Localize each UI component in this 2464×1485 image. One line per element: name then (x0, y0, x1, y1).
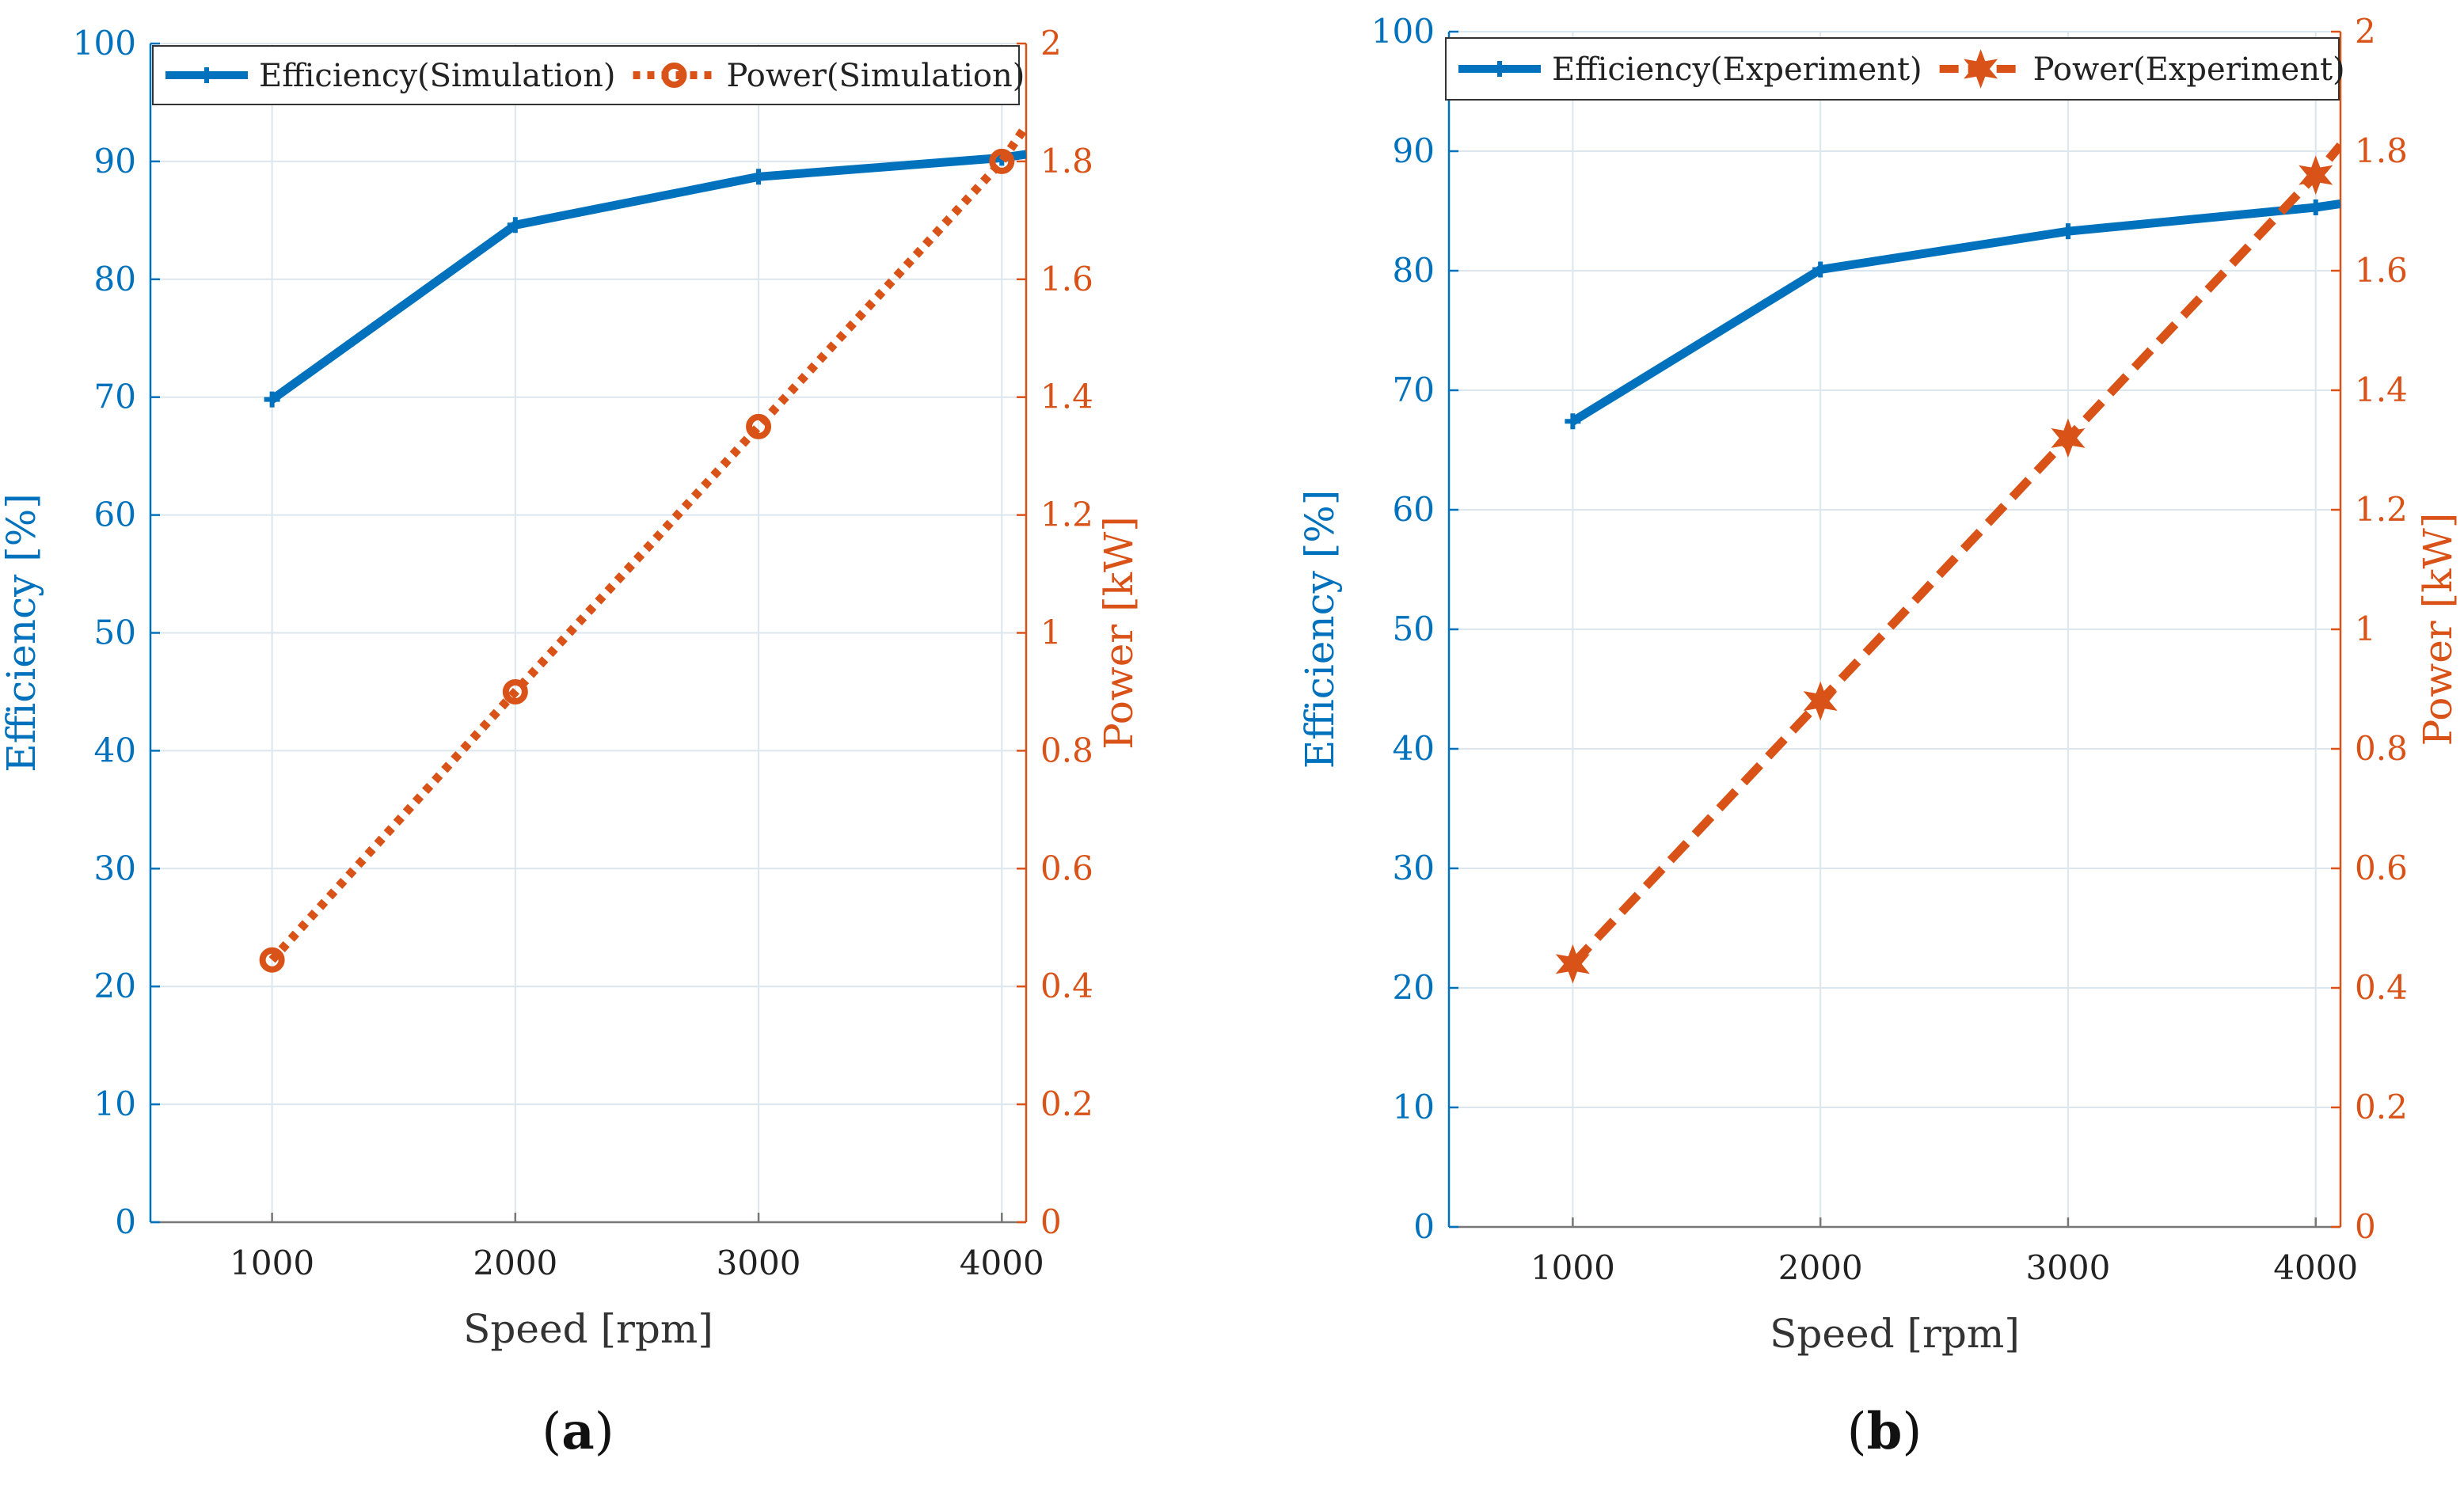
y-tick-label-right: 0.6 (1040, 849, 1093, 887)
y-tick-label-left: 20 (94, 967, 136, 1005)
data-point-power (2051, 418, 2086, 458)
panel-label: (a) (542, 1402, 614, 1461)
legend: Efficiency(Experiment) Power(Experiment) (1445, 37, 2345, 101)
y-axis-label-left: Efficiency [%] (0, 493, 44, 772)
data-point-efficiency (2059, 223, 2076, 240)
y-axis-label-right: Power [kW] (2415, 513, 2461, 746)
y-tick-label-left: 40 (94, 731, 136, 769)
chart-panel-a: 010203040506070809010000.20.40.60.811.21… (0, 24, 1142, 1461)
y-tick-label-right: 1.6 (2355, 251, 2408, 290)
legend-marker-power (661, 63, 687, 88)
legend-marker-efficiency (1492, 61, 1508, 77)
y-tick-label-left: 50 (94, 613, 136, 652)
y-tick-label-right: 1.2 (2355, 490, 2408, 529)
y-tick-label-right: 1.4 (1040, 378, 1093, 416)
x-tick-label: 4000 (960, 1244, 1044, 1282)
y-tick-label-left: 0 (1413, 1207, 1435, 1246)
x-tick-label: 1000 (1530, 1248, 1615, 1287)
y-tick-label-right: 1.4 (2355, 370, 2408, 409)
y-tick-label-right: 1.6 (1040, 260, 1093, 298)
y-tick-label-right: 0.6 (2355, 849, 2408, 887)
data-point-efficiency (751, 169, 767, 185)
y-tick-label-right: 1.8 (1040, 142, 1093, 180)
y-tick-label-left: 40 (1393, 729, 1435, 768)
y-tick-label-right: 1 (1040, 613, 1062, 652)
data-point-efficiency (264, 391, 280, 408)
y-tick-label-left: 20 (1393, 968, 1435, 1007)
data-point-power (259, 947, 285, 973)
x-tick-label: 2000 (473, 1244, 557, 1282)
data-point-power (746, 413, 772, 439)
panel-label: (b) (1847, 1402, 1922, 1461)
y-tick-label-left: 70 (94, 378, 136, 416)
y-tick-label-left: 0 (115, 1202, 136, 1241)
x-tick-label: 2000 (1778, 1248, 1863, 1287)
y-tick-label-left: 60 (94, 496, 136, 534)
x-tick-label: 4000 (2273, 1248, 2358, 1287)
data-point-power (989, 148, 1015, 174)
y-tick-label-right: 2 (1040, 24, 1062, 63)
y-tick-label-right: 0.4 (1040, 967, 1093, 1005)
data-point-efficiency (507, 217, 523, 234)
y-tick-label-right: 2 (2355, 12, 2376, 51)
y-tick-label-right: 1 (2355, 610, 2376, 648)
legend-label-efficiency: Efficiency(Experiment) (1552, 51, 1922, 88)
data-point-efficiency (2307, 199, 2324, 215)
y-tick-label-right: 0.8 (2355, 729, 2408, 768)
plot-area (1555, 142, 2340, 984)
y-tick-label-right: 1.2 (1040, 496, 1093, 534)
legend-marker-power (1964, 49, 1998, 89)
y-tick-label-right: 0.4 (2355, 968, 2408, 1007)
data-point-power (2299, 155, 2333, 196)
y-tick-label-right: 0 (1040, 1202, 1062, 1241)
y-tick-label-left: 10 (94, 1084, 136, 1123)
legend-marker-efficiency (199, 67, 215, 83)
x-axis-label: Speed [rpm] (1770, 1311, 2020, 1357)
legend-label-efficiency: Efficiency(Simulation) (259, 58, 616, 94)
y-tick-label-right: 0.2 (2355, 1088, 2408, 1126)
series-line-efficiency-simulation- (269, 150, 1026, 404)
legend-label-power: Power(Experiment) (2033, 51, 2345, 88)
chart-panel-b: 010203040506070809010000.20.40.60.811.21… (1297, 12, 2461, 1461)
y-tick-label-left: 10 (1393, 1088, 1435, 1126)
x-tick-label: 1000 (230, 1244, 314, 1282)
data-point-power (1803, 681, 1838, 721)
x-tick-label: 3000 (2025, 1248, 2110, 1287)
data-point-power (502, 678, 528, 705)
data-point-efficiency (1565, 413, 1581, 430)
y-tick-label-right: 0.8 (1040, 731, 1093, 769)
legend-box (152, 45, 1020, 105)
y-tick-label-right: 0 (2355, 1207, 2376, 1246)
data-point-efficiency (1812, 261, 1829, 278)
x-axis-label: Speed [rpm] (463, 1306, 713, 1352)
y-tick-label-left: 30 (94, 849, 136, 887)
legend-box (1445, 37, 2340, 101)
series-line-power-experiment- (1569, 142, 2340, 967)
y-tick-label-left: 80 (94, 260, 136, 298)
y-tick-label-left: 100 (73, 24, 136, 63)
y-tick-label-right: 0.2 (1040, 1084, 1093, 1123)
x-tick-label: 3000 (717, 1244, 801, 1282)
series-line-power-simulation- (268, 123, 1026, 963)
data-point-power (1555, 944, 1590, 984)
y-tick-label-left: 30 (1393, 849, 1435, 887)
y-tick-label-left: 100 (1371, 12, 1435, 51)
y-tick-label-right: 1.8 (2355, 131, 2408, 170)
y-tick-label-left: 90 (94, 142, 136, 180)
y-tick-label-left: 90 (1393, 131, 1435, 170)
y-tick-label-left: 60 (1393, 490, 1435, 529)
y-tick-label-left: 80 (1393, 251, 1435, 290)
y-axis-label-left: Efficiency [%] (1297, 490, 1343, 769)
legend: Efficiency(Simulation) Power(Simulation) (152, 45, 1025, 105)
series-line-efficiency-experiment- (1570, 199, 2340, 425)
y-tick-label-left: 50 (1393, 610, 1435, 648)
y-axis-label-right: Power [kW] (1096, 516, 1142, 750)
y-tick-label-left: 70 (1393, 370, 1435, 409)
plot-area (259, 123, 1026, 973)
legend-label-power: Power(Simulation) (727, 58, 1025, 94)
